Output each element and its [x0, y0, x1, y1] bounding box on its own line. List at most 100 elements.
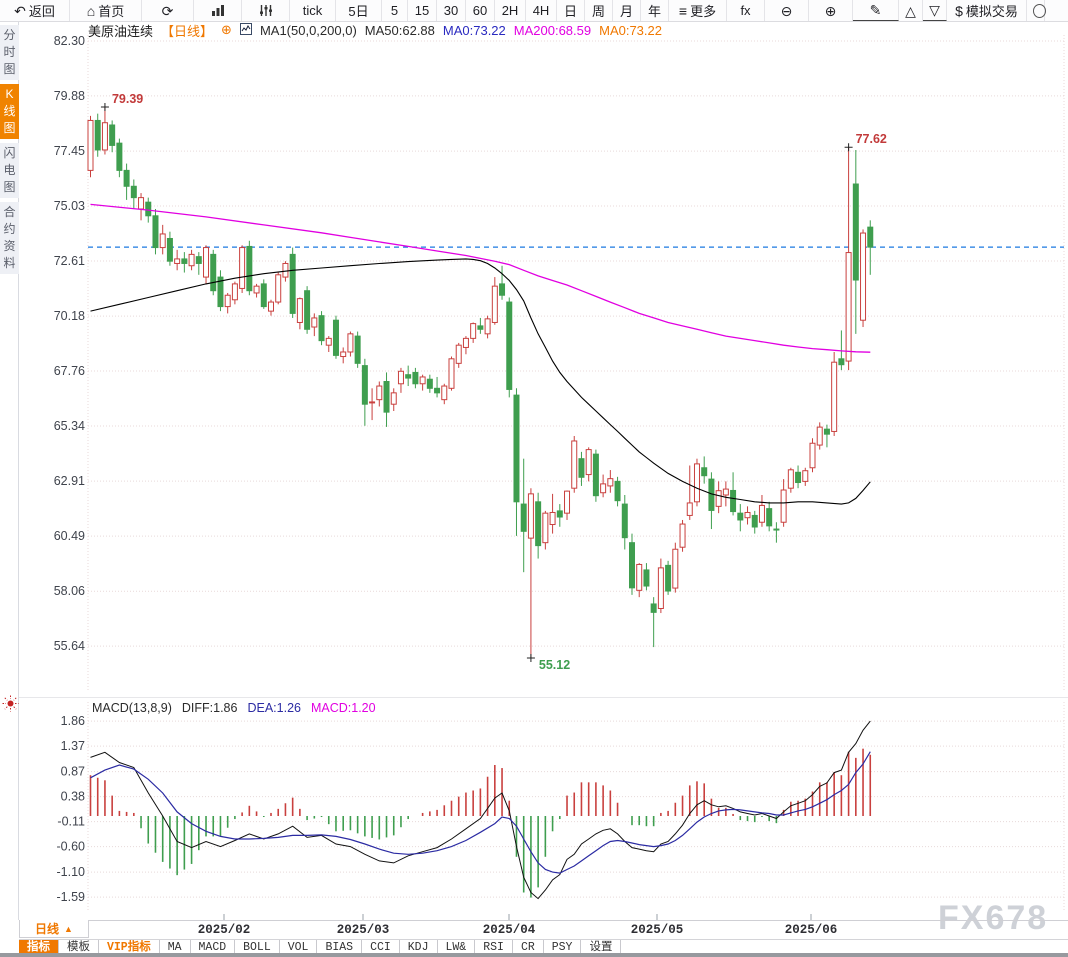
y-axis-labels: 82.30 79.88 77.45 75.03 72.61 70.18 67.76 65.34…	[54, 34, 85, 653]
bar-chart-icon	[211, 4, 225, 17]
svg-text:1.86: 1.86	[61, 714, 85, 728]
x-axis-row	[0, 920, 1068, 938]
pane-divider[interactable]	[19, 697, 1068, 698]
svg-text:2025/05: 2025/05	[631, 923, 684, 937]
more-icon: ≡	[678, 2, 688, 19]
toolbar-item-refresh[interactable]: ⟳	[142, 0, 194, 21]
toolbar-item-min-30[interactable]: 30	[437, 0, 466, 21]
svg-text:2025/02: 2025/02	[198, 923, 251, 937]
toolbar-item-min-5[interactable]: 5	[382, 0, 408, 21]
macd-dea-value: DEA:1.26	[247, 701, 301, 715]
clock-icon	[1033, 3, 1046, 18]
period-selector-label: 日线	[35, 922, 60, 936]
back-icon: ↶	[14, 2, 26, 19]
svg-text:1.37: 1.37	[61, 739, 85, 753]
triangle-up-icon: △	[905, 2, 916, 19]
sidebar-item-3[interactable]: 合约资料	[0, 202, 19, 274]
toolbar-item-five-day[interactable]: 5日	[336, 0, 382, 21]
candles[interactable]	[87, 107, 874, 658]
period-selector[interactable]: 日线 ▲	[19, 920, 89, 938]
tab-模板[interactable]: 模板	[59, 940, 99, 954]
macd-histogram	[89, 748, 872, 898]
mini-chart-icon	[239, 22, 252, 38]
toolbar-item-hour-2[interactable]: 2H	[495, 0, 526, 21]
svg-text:79.88: 79.88	[54, 89, 85, 103]
home-icon: ⌂	[86, 2, 96, 19]
svg-text:77.45: 77.45	[54, 144, 85, 158]
sidebar-item-0[interactable]: 分时图	[0, 25, 19, 80]
ma50-value: MA50:62.88	[364, 22, 435, 38]
svg-text:62.91: 62.91	[54, 474, 85, 488]
toolbar-item-fx-formula[interactable]: fx	[727, 0, 765, 21]
toolbar-item-back[interactable]: ↶ 返回	[0, 0, 70, 21]
svg-text:65.34: 65.34	[54, 419, 85, 433]
toolbar-item-sim-trade[interactable]: $ 模拟交易	[947, 0, 1027, 21]
tab-VIP指标[interactable]: VIP指标	[99, 940, 160, 954]
ma200-value: MA200:68.59	[513, 22, 592, 38]
zoom-out-icon: ⊖	[780, 2, 793, 19]
corner-blank	[0, 920, 19, 957]
tab-CCI[interactable]: CCI	[362, 940, 400, 954]
svg-text:-0.60: -0.60	[57, 840, 86, 854]
sidebar-item-1[interactable]: K线图	[0, 84, 19, 139]
tab-CR[interactable]: CR	[513, 940, 544, 954]
add-favorite-icon[interactable]: ⊕	[221, 22, 232, 37]
ma0-blue-value: MA0:73.22	[442, 22, 506, 38]
ma200-line	[90, 203, 871, 353]
x-axis-labels: 2025/02 2025/03 2025/04 2025/05 2025/06	[198, 923, 838, 937]
tab-PSY[interactable]: PSY	[544, 940, 582, 954]
toolbar-item-bar-chart[interactable]	[194, 0, 242, 21]
tab-BIAS[interactable]: BIAS	[317, 940, 363, 954]
svg-text:55.12: 55.12	[539, 658, 570, 672]
macd-diff-line	[90, 720, 871, 900]
toolbar-item-tick-period[interactable]: tick	[290, 0, 336, 21]
indicator-sun-icon[interactable]	[2, 695, 19, 712]
toolbar-item-year[interactable]: 年	[641, 0, 669, 21]
toolbar-item-hour-4[interactable]: 4H	[526, 0, 557, 21]
toolbar-item-draw-pencil[interactable]: ✎	[853, 0, 899, 21]
draw-pencil-icon: ✎	[869, 2, 882, 18]
svg-text:70.18: 70.18	[54, 309, 85, 323]
tab-BOLL[interactable]: BOLL	[235, 940, 280, 954]
toolbar-item-more[interactable]: ≡ 更多	[669, 0, 727, 21]
tab-RSI[interactable]: RSI	[475, 940, 513, 954]
svg-text:FX678: FX678	[938, 899, 1048, 937]
toolbar-item-min-15[interactable]: 15	[408, 0, 437, 21]
tab-MACD[interactable]: MACD	[191, 940, 236, 954]
toolbar-item-triangle-up[interactable]: △	[899, 0, 923, 21]
footer-strip	[0, 953, 1068, 957]
toolbar-item-home[interactable]: ⌂ 首页	[70, 0, 142, 21]
svg-text:0.38: 0.38	[61, 790, 85, 804]
tab-VOL[interactable]: VOL	[280, 940, 318, 954]
zoom-in-icon: ⊕	[824, 2, 837, 19]
price-annotations: 79.39 77.62 55.12	[100, 92, 887, 672]
toolbar-item-zoom-in[interactable]: ⊕	[809, 0, 853, 21]
toolbar-item-zoom-out[interactable]: ⊖	[765, 0, 809, 21]
toolbar-item-triangle-down[interactable]: ▽	[923, 0, 947, 21]
tab-KDJ[interactable]: KDJ	[400, 940, 438, 954]
toolbar-item-week[interactable]: 周	[585, 0, 613, 21]
svg-text:79.39: 79.39	[112, 92, 143, 106]
macd-diff-value: DIFF:1.86	[181, 701, 238, 715]
tab-MA[interactable]: MA	[160, 940, 191, 954]
toolbar-item-indicator-sliders[interactable]	[242, 0, 290, 21]
macd-legend: MACD(13,8,9) DIFF:1.86 DEA:1.26 MACD:1.2…	[92, 701, 376, 715]
svg-text:55.64: 55.64	[54, 639, 85, 653]
svg-text:-1.10: -1.10	[57, 865, 86, 879]
sidebar-item-2[interactable]: 闪电图	[0, 143, 19, 198]
toolbar-item-month[interactable]: 月	[613, 0, 641, 21]
tab-LW&[interactable]: LW&	[438, 940, 476, 954]
toolbar-item-clock[interactable]	[1027, 0, 1046, 21]
tab-指标[interactable]: 指标	[19, 940, 59, 954]
indicator-tabs: 指标 模板 VIP指标 MA MACD BOLL VOL BIAS CCI KDJ LW& RSI CR…	[19, 939, 1068, 954]
toolbar-item-day[interactable]: 日	[557, 0, 585, 21]
toolbar-item-min-60[interactable]: 60	[466, 0, 495, 21]
symbol-name: 美原油连续	[88, 23, 154, 39]
tab-设置[interactable]: 设置	[581, 940, 622, 954]
period-label: 【日线】	[161, 23, 214, 39]
svg-text:2025/06: 2025/06	[785, 923, 838, 937]
svg-text:72.61: 72.61	[54, 254, 85, 268]
macd-title: MACD(13,8,9)	[92, 701, 172, 715]
ma-settings: MA1(50,0,200,0)	[259, 22, 357, 38]
